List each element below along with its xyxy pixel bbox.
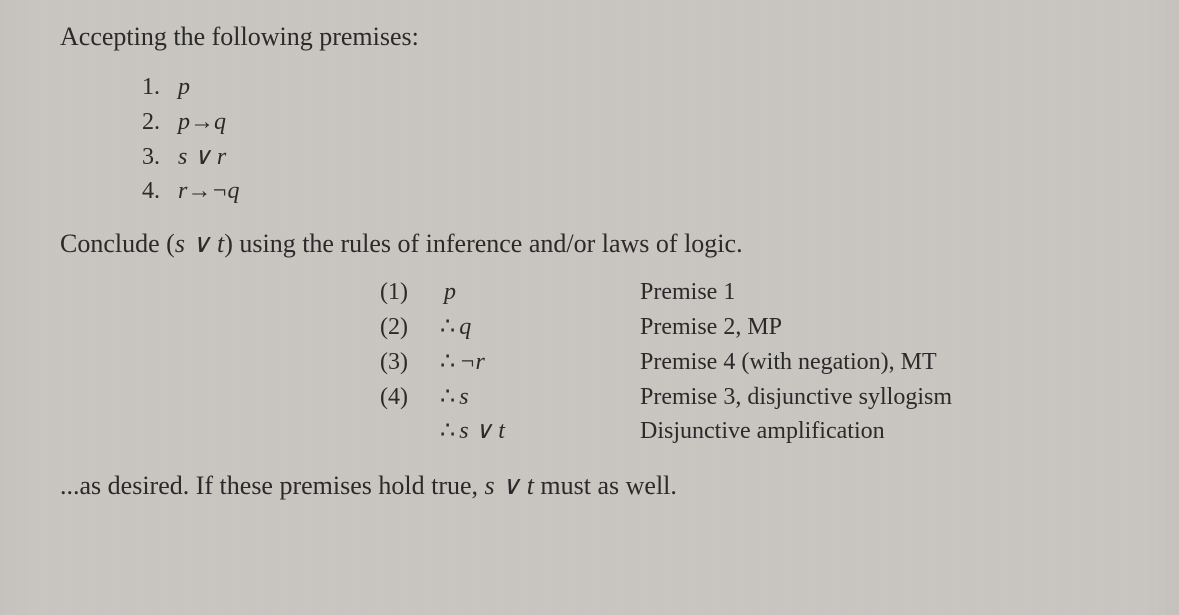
therefore-symbol: ∴ xyxy=(440,418,455,444)
footer-text: ...as desired. If these premises hold tr… xyxy=(60,471,1119,501)
proof-expr-text: p xyxy=(444,279,456,305)
therefore-symbol: ∴ xyxy=(440,314,455,340)
premise-row: 3. s ∨ r xyxy=(136,140,1119,175)
proof-expression: p xyxy=(440,275,640,310)
premise-expression: s ∨ r xyxy=(178,140,226,175)
proof-step-number: (4) xyxy=(380,380,440,415)
proof-justification: Premise 1 xyxy=(640,275,735,310)
premise-number: 1. xyxy=(136,70,160,105)
premise-row: 2. p→q xyxy=(136,105,1119,140)
proof-expr-text: s ∨ t xyxy=(459,418,505,444)
proof-expr-text: s xyxy=(459,384,468,410)
proof-justification: Premise 4 (with negation), MT xyxy=(640,345,937,380)
proof-expression: ∴s ∨ t xyxy=(440,414,640,449)
premise-number: 3. xyxy=(136,140,160,175)
proof-justification: Disjunctive amplification xyxy=(640,414,885,449)
footer-post: must as well. xyxy=(534,471,677,500)
premise-row: 1. p xyxy=(136,70,1119,105)
premise-expression: p→q xyxy=(178,105,226,140)
proof-justification: Premise 2, MP xyxy=(640,310,782,345)
proof-expression: ∴s xyxy=(440,380,640,415)
proof-row: (3) ∴¬r Premise 4 (with negation), MT xyxy=(380,345,1119,380)
premise-number: 2. xyxy=(136,105,160,140)
conclude-post: ) using the rules of inference and/or la… xyxy=(224,229,742,258)
proof-step-number: (1) xyxy=(380,275,440,310)
proof-step-number: (2) xyxy=(380,310,440,345)
proof-expression: ∴q xyxy=(440,310,640,345)
premise-row: 4. r→¬q xyxy=(136,174,1119,209)
proof-row: (4) ∴s Premise 3, disjunctive syllogism xyxy=(380,380,1119,415)
conclude-text: Conclude (s ∨ t) using the rules of infe… xyxy=(60,229,1119,259)
therefore-symbol: ∴ xyxy=(440,349,455,375)
proof-justification: Premise 3, disjunctive syllogism xyxy=(640,380,952,415)
premise-number: 4. xyxy=(136,174,160,209)
premises-list: 1. p 2. p→q 3. s ∨ r 4. r→¬q xyxy=(136,70,1119,209)
conclude-pre: Conclude ( xyxy=(60,229,175,258)
proof-expr-text: ¬r xyxy=(459,349,485,375)
proof-table: (1) p Premise 1 (2) ∴q Premise 2, MP (3)… xyxy=(380,275,1119,449)
therefore-symbol: ∴ xyxy=(440,384,455,410)
proof-step-number: (3) xyxy=(380,345,440,380)
proof-row: ∴s ∨ t Disjunctive amplification xyxy=(380,414,1119,449)
premise-expression: r→¬q xyxy=(178,174,240,209)
page: Accepting the following premises: 1. p 2… xyxy=(0,0,1179,615)
conclude-expression: s ∨ t xyxy=(175,229,224,258)
footer-pre: ...as desired. If these premises hold tr… xyxy=(60,471,485,500)
intro-text: Accepting the following premises: xyxy=(60,22,1119,52)
proof-row: (2) ∴q Premise 2, MP xyxy=(380,310,1119,345)
proof-expression: ∴¬r xyxy=(440,345,640,380)
proof-expr-text: q xyxy=(459,314,471,340)
proof-row: (1) p Premise 1 xyxy=(380,275,1119,310)
premise-expression: p xyxy=(178,70,190,105)
footer-expression: s ∨ t xyxy=(485,471,534,500)
